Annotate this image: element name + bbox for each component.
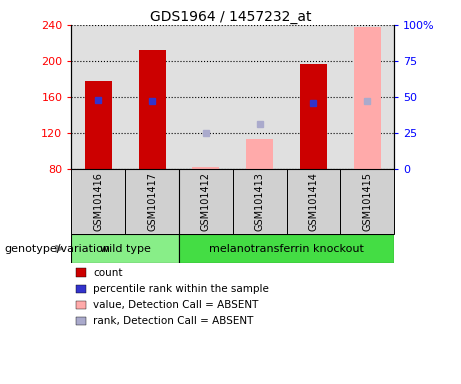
Bar (179, 234, 394, 263)
Text: rank, Detection Call = ABSENT: rank, Detection Call = ABSENT (93, 316, 254, 326)
Bar (179, 169, 233, 234)
Bar (287, 169, 340, 234)
Bar (71, 234, 179, 263)
Bar (85, 81, 112, 169)
Bar (193, 167, 219, 169)
Bar (340, 169, 394, 234)
Bar (139, 50, 165, 169)
Bar (71, 169, 125, 234)
Text: genotype/variation: genotype/variation (5, 243, 111, 254)
Text: value, Detection Call = ABSENT: value, Detection Call = ABSENT (93, 300, 259, 310)
Text: GSM101413: GSM101413 (254, 172, 265, 231)
Bar (300, 64, 327, 169)
Text: wild type: wild type (100, 243, 151, 254)
Text: GSM101416: GSM101416 (93, 172, 103, 231)
Text: GSM101412: GSM101412 (201, 172, 211, 231)
Bar (125, 169, 179, 234)
Text: GSM101417: GSM101417 (147, 172, 157, 231)
Text: percentile rank within the sample: percentile rank within the sample (93, 284, 269, 294)
Text: melanotransferrin knockout: melanotransferrin knockout (209, 243, 364, 254)
Text: GSM101415: GSM101415 (362, 172, 372, 231)
Bar (233, 169, 287, 234)
Text: GDS1964 / 1457232_at: GDS1964 / 1457232_at (150, 10, 311, 23)
Text: count: count (93, 268, 123, 278)
Bar (246, 139, 273, 169)
Bar (354, 27, 381, 169)
Text: GSM101414: GSM101414 (308, 172, 319, 231)
